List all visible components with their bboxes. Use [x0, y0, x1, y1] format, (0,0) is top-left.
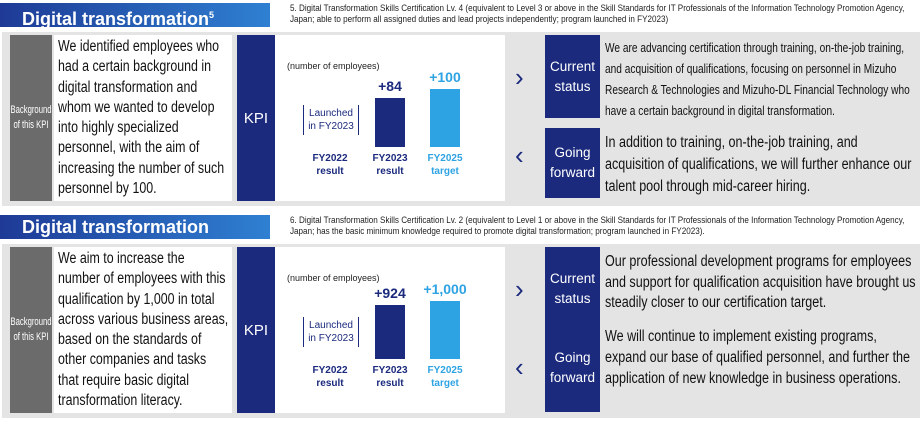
note-number: 5	[209, 10, 215, 20]
arrow-left: ‹	[515, 140, 524, 170]
launch-note: Launched in FY2023	[303, 317, 359, 347]
text-area	[54, 35, 232, 201]
background-text: We aim to increase the number of employe…	[58, 250, 229, 410]
category-label: FY2023 result	[372, 153, 408, 177]
bar	[375, 305, 405, 359]
value-label: +924	[374, 285, 406, 302]
arrow-left: ‹	[515, 352, 524, 382]
value-label: +84	[378, 78, 402, 95]
text-area	[54, 247, 232, 413]
footnote: 6. Digital Transformation Skills Certifi…	[290, 215, 905, 236]
section-title: Digital transformation basics6	[0, 215, 270, 265]
unit-label: (number of employees)	[287, 61, 380, 71]
kpi-label: KPI	[237, 35, 275, 201]
background-label: Background of this KPI	[10, 35, 52, 201]
footnote: 5. Digital Transformation Skills Certifi…	[290, 3, 905, 24]
chart: (number of employees) FY2022 result FY2023…	[275, 247, 505, 413]
background-label: Background of this KPI	[10, 247, 52, 413]
forward-label: Going forward	[545, 128, 600, 198]
category-label: FY2025 target	[427, 365, 463, 389]
forward-text: In addition to training, on-the-job trai…	[605, 134, 912, 195]
section: Digital transformation basics6 6. Digital…	[0, 212, 924, 420]
bar	[375, 98, 405, 147]
status-text: We are advancing certification through t…	[605, 40, 910, 118]
launch-note: Launched in FY2023	[303, 105, 359, 135]
category-label: FY2023 result	[372, 365, 408, 389]
value-label: +100	[429, 69, 461, 85]
category-label: FY2025 target	[427, 153, 463, 177]
bar	[430, 89, 460, 147]
title-text: Digital transformation	[22, 9, 210, 29]
status-text: Our professional development programs fo…	[605, 253, 916, 311]
category-label: FY2022 result	[312, 365, 348, 389]
chart: (number of employees) FY2022 result FY2023…	[275, 35, 505, 201]
bar	[430, 301, 460, 359]
status-label: Current status	[545, 247, 600, 330]
arrow-right: ›	[515, 62, 524, 92]
forward-text: We will continue to implement existing p…	[605, 328, 911, 387]
category-label: FY2022 result	[312, 153, 348, 177]
forward-label: Going forward	[545, 324, 600, 412]
unit-label: (number of employees)	[287, 273, 380, 283]
background-text: We identified employees who had a certai…	[58, 38, 225, 198]
kpi-label: KPI	[237, 247, 275, 413]
status-label: Current status	[545, 35, 600, 118]
value-label: +1,000	[423, 281, 467, 297]
section: Digital transformation5 5. Digital Transf…	[0, 0, 924, 208]
arrow-right: ›	[515, 274, 524, 304]
section-title: Digital transformation5	[0, 3, 270, 29]
